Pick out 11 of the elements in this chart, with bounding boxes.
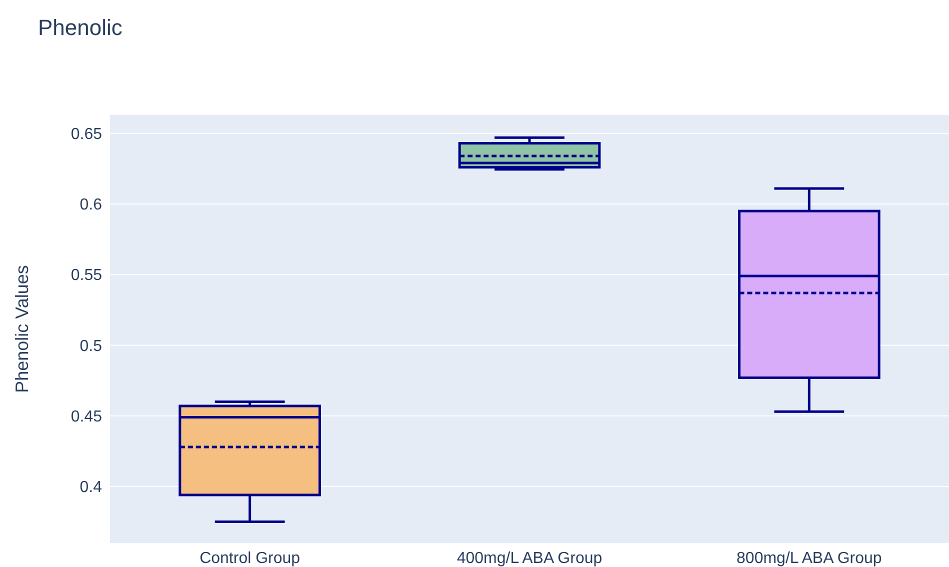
x-tick-label: 400mg/L ABA Group [456,550,602,567]
y-tick-label: 0.55 [70,267,102,284]
y-tick-label: 0.5 [80,338,102,355]
x-tick-label: 800mg/L ABA Group [736,550,882,567]
x-tick-label: Control Group [200,550,300,567]
y-axis-title: Phenolic Values [12,265,32,393]
y-tick-label: 0.45 [70,408,102,426]
y-tick-label: 0.65 [70,126,102,143]
y-tick-label: 0.6 [80,196,102,214]
y-tick-label: 0.4 [80,479,102,496]
chart-title: Phenolic [38,15,122,40]
